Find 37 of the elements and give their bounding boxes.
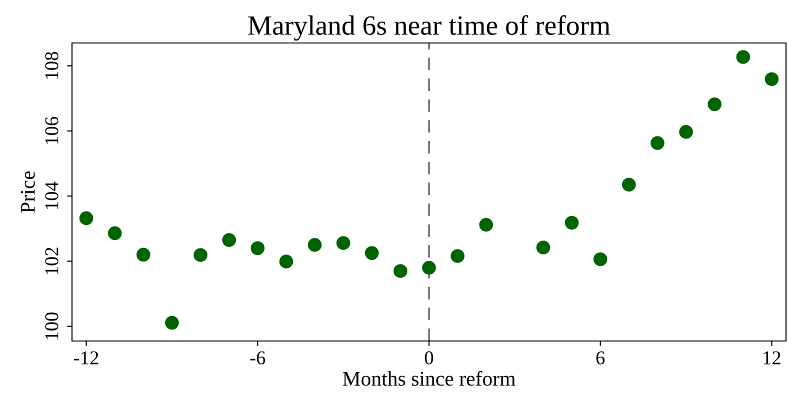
y-tick-label: 108 (45, 52, 58, 79)
y-tick-label: 100 (45, 312, 58, 340)
point (279, 254, 294, 268)
x-tick-label: 0 (424, 351, 434, 364)
y-axis-title: Price (20, 171, 35, 213)
point (79, 211, 94, 226)
point (136, 248, 150, 262)
x-tick-label: 12 (764, 351, 780, 364)
y-tick-label: 106 (45, 116, 58, 144)
x-axis-title: Months since reform (342, 370, 516, 386)
point (593, 252, 608, 266)
point (194, 248, 208, 262)
point (650, 136, 664, 150)
point (679, 125, 693, 139)
point (708, 97, 722, 112)
point (536, 240, 550, 254)
point (394, 264, 408, 278)
point (364, 246, 379, 260)
point (764, 72, 779, 86)
point (622, 178, 636, 192)
point (308, 238, 322, 252)
y-tick-label: 102 (45, 248, 58, 274)
y-tick-label: 104 (45, 182, 58, 209)
point (222, 233, 236, 247)
point (422, 260, 436, 275)
chart-title: Maryland 6s near time of reform (248, 15, 610, 41)
point (336, 236, 350, 250)
point (564, 216, 579, 230)
point (165, 316, 179, 330)
point (108, 226, 122, 240)
point (736, 50, 750, 64)
x-tick-label: -6 (250, 351, 266, 364)
point (250, 241, 265, 256)
point (479, 218, 494, 232)
x-tick-label: 6 (596, 351, 605, 364)
x-tick-label: -12 (74, 351, 98, 364)
point (450, 249, 464, 263)
